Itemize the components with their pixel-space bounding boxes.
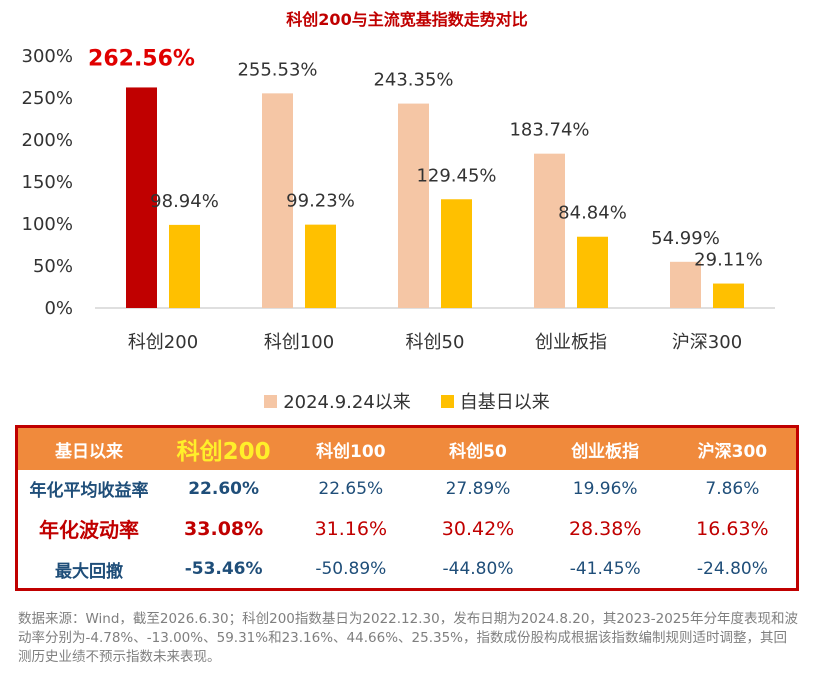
table-row: 年化平均收益率 22.60% 22.65% 27.89% 19.96% 7.86… (18, 470, 796, 507)
legend-swatch-series2 (440, 394, 454, 408)
bar-series1 (262, 93, 293, 308)
header-cell: 创业板指 (571, 441, 640, 462)
data-label-series1: 183.74% (509, 120, 589, 141)
data-label-series1: 255.53% (237, 59, 317, 80)
data-label-series2: 84.84% (558, 203, 627, 224)
legend-swatch-series1 (264, 394, 278, 408)
header-cell: 科创100 (316, 441, 386, 462)
y-tick-label: 0% (44, 298, 73, 319)
data-label-series2: 29.11% (694, 250, 763, 271)
data-label-series1: 54.99% (651, 228, 720, 249)
x-tick-label: 科创50 (406, 332, 465, 353)
y-tick-label: 50% (33, 256, 73, 277)
bar-series1 (670, 261, 701, 308)
bar-chart: 0% 50% 100% 150% 200% 250% 300% 262.56% 98.94% 科创… (22, 46, 775, 353)
table-cell: 33.08% (184, 517, 264, 540)
table-row: 年化波动率 33.08% 31.16% 30.42% 28.38% 16.63% (18, 507, 796, 550)
table-cell: 30.42% (441, 517, 515, 540)
table-cell: 27.89% (445, 478, 511, 499)
table-cell: -53.46% (184, 559, 263, 580)
bar-series1 (126, 87, 157, 308)
bar-series1 (398, 103, 429, 308)
table-cell: 22.60% (188, 478, 260, 499)
table-cell: 31.16% (314, 517, 388, 540)
y-tick-label: 200% (22, 130, 73, 151)
legend-item-series2: 自基日以来 (440, 388, 550, 414)
x-tick-label: 创业板指 (535, 332, 607, 353)
header-cell: 科创50 (449, 441, 507, 462)
bar-series2 (577, 236, 608, 308)
x-tick-label: 科创100 (264, 332, 334, 353)
data-label-series2: 99.23% (286, 191, 355, 212)
table-cell: 28.38% (568, 517, 642, 540)
table-cell: -41.45% (569, 559, 641, 580)
table-cell: 16.63% (696, 517, 769, 540)
table-cell: 22.65% (318, 478, 384, 499)
bar-series2 (305, 224, 336, 308)
bar-series2 (441, 199, 472, 308)
legend: 2024.9.24以来 自基日以来 (0, 388, 814, 414)
table-cell: 19.96% (572, 478, 638, 499)
row-label: 最大回撤 (55, 561, 124, 582)
header-cell-highlight: 科创200 (176, 439, 271, 465)
row-label: 年化平均收益率 (29, 481, 149, 502)
legend-label-series2: 自基日以来 (459, 392, 550, 413)
table-cell: -50.89% (315, 559, 387, 580)
x-tick-label: 沪深300 (672, 332, 742, 353)
header-cell: 沪深300 (697, 441, 768, 462)
legend-item-series1: 2024.9.24以来 (264, 388, 411, 414)
data-label-series1: 262.56% (88, 46, 195, 71)
source-note: 数据来源：Wind，截至2026.6.30；科创200指数基日为2022.12.… (18, 611, 798, 665)
bar-series1 (534, 153, 565, 308)
data-label-series2: 98.94% (150, 191, 219, 212)
table-cell: -24.80% (696, 559, 768, 580)
y-tick-label: 100% (22, 214, 73, 235)
chart-title: 科创200与主流宽基指数走势对比 (286, 10, 528, 29)
table-header-row: 基日以来 科创200 科创100 科创50 创业板指 沪深300 (18, 428, 796, 470)
y-tick-label: 300% (22, 46, 73, 67)
legend-label-series1: 2024.9.24以来 (283, 392, 411, 413)
row-label: 年化波动率 (39, 518, 140, 543)
table-row: 最大回撤 -53.46% -50.89% -44.80% -41.45% -24… (18, 551, 796, 589)
bar-series2 (169, 224, 200, 308)
table-cell: -44.80% (442, 559, 514, 580)
y-tick-label: 150% (22, 172, 73, 193)
table-cell: 7.86% (705, 478, 760, 499)
bar-series2 (713, 283, 744, 308)
data-label-series2: 129.45% (416, 165, 496, 186)
stats-table: 基日以来 科创200 科创100 科创50 创业板指 沪深300 年化平均收益率… (15, 425, 799, 591)
header-cell: 基日以来 (55, 441, 124, 462)
x-tick-label: 科创200 (128, 332, 198, 353)
data-label-series1: 243.35% (373, 70, 453, 91)
y-tick-label: 250% (22, 88, 73, 109)
